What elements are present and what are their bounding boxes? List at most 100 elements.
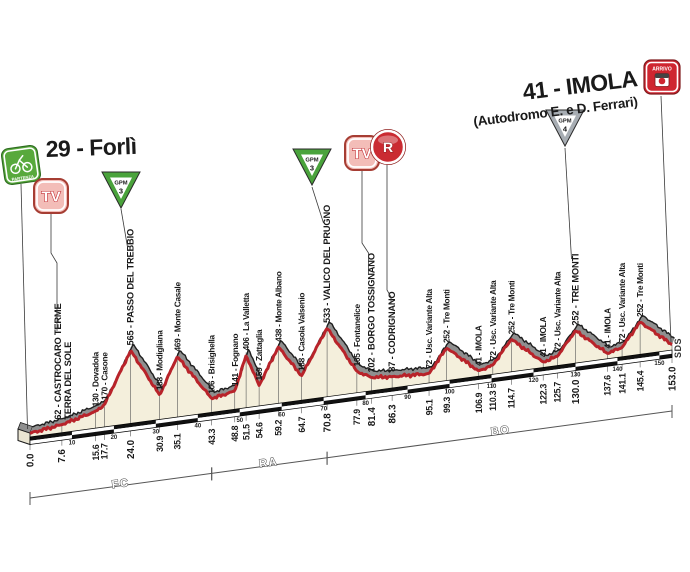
- icon-connector-line: [50, 213, 58, 331]
- distance-number: 110.3: [488, 390, 498, 410]
- icon-connector-lines: [20, 95, 672, 430]
- distance-number: 86.3: [387, 404, 398, 424]
- route-point-label: 252 - Tre Monti: [442, 289, 452, 343]
- route-point-label: 252 - TRE MONTI: [570, 254, 580, 326]
- route-point-label: 252 - Tre Monti: [506, 281, 516, 335]
- km-decade-number: 60: [278, 412, 285, 418]
- route-point-label: 141 - Fognano: [230, 333, 240, 386]
- route-point-label: 130 - Dovadola: [90, 351, 100, 406]
- svg-text:TV: TV: [41, 189, 60, 206]
- route-point-label: 41 - IMOLA: [538, 317, 548, 358]
- route-point-label: 406 - La Valletta: [241, 292, 251, 350]
- distance-number: 122.3: [538, 384, 548, 405]
- km-decade-number: 110: [487, 384, 497, 390]
- km-decade-number: 120: [529, 378, 540, 384]
- km-decade-number: 90: [404, 395, 411, 401]
- elevation-ribbon: [29, 315, 675, 435]
- svg-text:3: 3: [119, 187, 123, 196]
- distance-number: 54.6: [254, 422, 264, 438]
- km-decade-number: 150: [654, 361, 665, 367]
- distance-number: 106.9: [474, 392, 484, 413]
- distance-number: 114.7: [507, 388, 517, 408]
- route-point-label: 469 - Monte Casale: [172, 282, 182, 352]
- distance-number: 99.3: [442, 397, 452, 413]
- distance-number: 7.6: [57, 449, 68, 463]
- route-point-label: 170 - Casone: [99, 352, 109, 400]
- km-decade-number: 130: [570, 372, 581, 378]
- distance-number: 17.7: [100, 443, 110, 459]
- svg-text:4: 4: [563, 125, 568, 134]
- km-decade-number: 30: [153, 429, 160, 435]
- arrivo-icon: ARRIVO: [643, 59, 681, 95]
- distance-number: 125.7: [553, 382, 563, 403]
- route-point-label: 72 - Usc. Variante Alta: [617, 262, 627, 342]
- svg-text:GPM: GPM: [558, 119, 571, 125]
- route-labels: 62 - CASTROCARO TERME TERRA DEL SOLE 130 -…: [53, 205, 645, 420]
- km-decade-number: 20: [111, 435, 118, 441]
- route-point-label: 72 - Usc. Variante Alta: [488, 280, 498, 360]
- route-point-label: 41 - IMOLA: [474, 325, 484, 366]
- route-point-label: 438 - Monte Albano: [273, 271, 283, 342]
- km-decade-number: 50: [236, 418, 243, 424]
- province-brackets: [29, 405, 673, 505]
- distance-number: 30.9: [155, 436, 165, 452]
- svg-text:3: 3: [310, 164, 314, 173]
- route-point-label: 533 - VALICO DEL PRUGNO: [322, 205, 332, 323]
- km-decade-number: 70: [320, 407, 327, 413]
- route-point-label: 62 - CASTROCARO TERME: [53, 304, 63, 420]
- route-point-label: 188 - Modigliana: [155, 330, 165, 390]
- distance-number: 145.4: [635, 370, 645, 391]
- distance-number: 48.8: [230, 425, 240, 441]
- distance-number: 95.1: [424, 399, 434, 415]
- km-decade-number: 100: [445, 390, 456, 396]
- distance-axis-numbers: 10 20 30 40 50 60 70 80 90 100 110 120 130 140 150 0.0 7…: [25, 361, 678, 467]
- refreshment-icon: R: [370, 129, 406, 165]
- icon-connector-line: [311, 186, 324, 224]
- svg-text:PARTENZA: PARTENZA: [11, 174, 34, 182]
- route-point-label: 102 - BORGO TOSSIGNANO: [367, 253, 377, 372]
- svg-text:TV: TV: [352, 146, 371, 163]
- start-title: 29 - Forlì: [45, 133, 137, 162]
- icon-connector-line: [20, 183, 28, 430]
- sds-watermark: SDS: [673, 338, 683, 358]
- svg-text:R: R: [383, 139, 393, 155]
- distance-number: 24.0: [126, 439, 137, 459]
- icon-connector-line: [386, 163, 392, 304]
- route-point-label: 106 - Brisighella: [207, 334, 217, 393]
- km-decade-number: 80: [362, 401, 369, 407]
- province-label-ra: RA: [258, 456, 278, 470]
- distance-number: 15.6: [91, 444, 101, 460]
- icon-connector-line: [120, 208, 128, 248]
- distance-number: 130.0: [571, 379, 582, 404]
- route-point-label: 159 - Zattaglia: [254, 329, 264, 381]
- route-point-label: TERRA DEL SOLE: [63, 342, 73, 420]
- icon-connector-line: [361, 171, 369, 274]
- km-decade-number: 40: [195, 424, 202, 430]
- partenza-icon: PARTENZA: [0, 144, 42, 186]
- distance-number: 51.5: [241, 424, 251, 440]
- tv-sprint-icon: TV: [33, 178, 69, 214]
- province-label-fc: FC: [111, 477, 130, 491]
- route-point-label: 252 - Tre Monti: [635, 263, 645, 317]
- distance-number: 141.1: [617, 373, 627, 394]
- distance-number: 137.6: [603, 375, 613, 396]
- km-decade-number: 140: [612, 367, 623, 373]
- distance-number: 81.4: [367, 407, 378, 427]
- route-point-label: 41 - IMOLA: [602, 308, 612, 349]
- red-profile-line: [29, 321, 674, 435]
- distance-number: 64.7: [297, 416, 307, 432]
- distance-number: 59.2: [274, 419, 284, 435]
- route-point-label: 87 - CODRIGNANO: [387, 292, 397, 372]
- distance-number: 35.1: [173, 433, 183, 449]
- distance-number: 0.0: [25, 453, 36, 467]
- route-point-label: 165 - Fontanelice: [352, 304, 362, 367]
- distance-scale-bar: [29, 349, 673, 445]
- distance-number: 153.0: [667, 366, 678, 391]
- route-point-label: 188 - Casola Valsenio: [296, 293, 306, 371]
- route-point-label: 72 - Usc. Variante Alta: [552, 271, 562, 351]
